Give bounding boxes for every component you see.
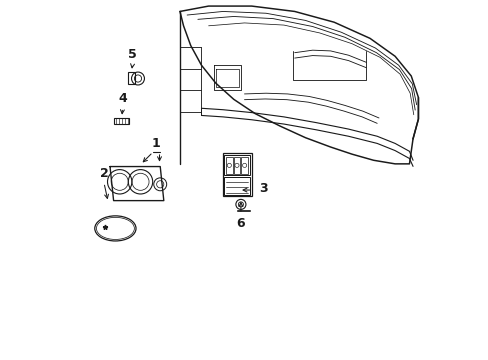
Text: 2: 2 (100, 167, 108, 180)
Bar (223, 153, 251, 196)
Text: 1: 1 (151, 136, 160, 149)
Bar (224, 155, 250, 175)
Bar (224, 177, 250, 195)
Bar (233, 157, 240, 174)
Text: 4: 4 (118, 92, 127, 105)
Bar (127, 72, 135, 84)
Bar (241, 157, 247, 174)
Text: 5: 5 (128, 48, 137, 61)
Bar (114, 118, 129, 124)
Text: 6: 6 (235, 217, 244, 230)
Bar (225, 157, 232, 174)
Text: 3: 3 (259, 183, 267, 195)
